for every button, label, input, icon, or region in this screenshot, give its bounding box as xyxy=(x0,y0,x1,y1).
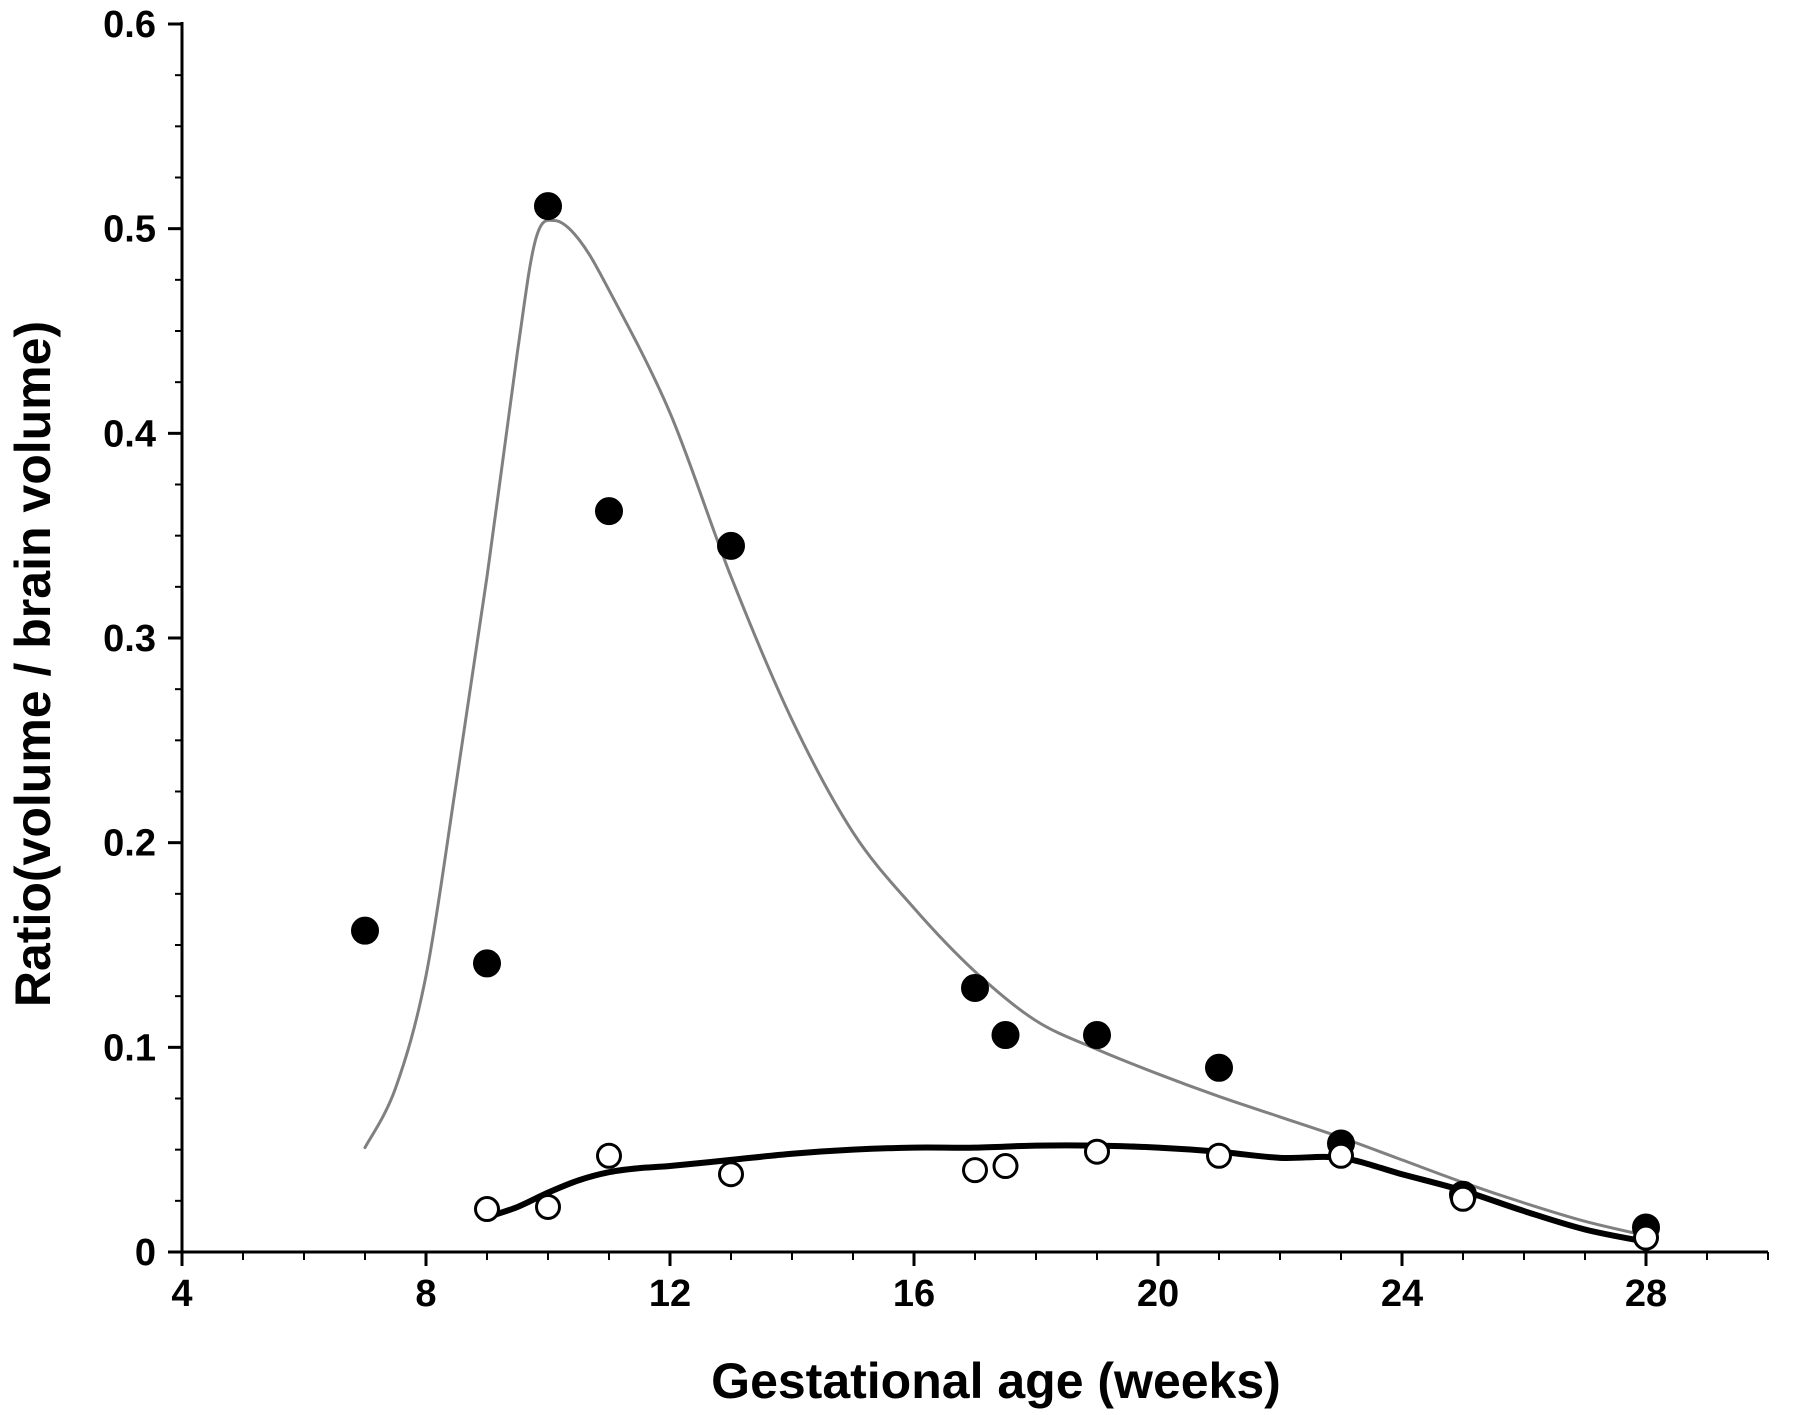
data-points xyxy=(351,192,1660,1251)
filled-marker xyxy=(991,1021,1020,1050)
filled-marker xyxy=(1205,1053,1233,1082)
y-tick-label: 0.2 xyxy=(103,823,156,865)
open-marker xyxy=(718,1161,744,1188)
y-tick-label: 0.6 xyxy=(103,4,156,46)
filled-marker xyxy=(473,949,501,978)
open-marker xyxy=(962,1157,988,1184)
open-marker xyxy=(1084,1138,1110,1165)
fit-line-1 xyxy=(363,218,1648,1238)
axes xyxy=(180,22,1768,1254)
y-tick-label: 0.1 xyxy=(103,1027,156,1069)
y-tick-label: 0.3 xyxy=(103,618,156,660)
filled-marker xyxy=(351,916,379,945)
filled-marker xyxy=(1083,1021,1111,1050)
x-tick-label: 20 xyxy=(1137,1273,1179,1315)
y-axis-title: Ratio(volume / brain volume) xyxy=(5,321,61,1007)
y-tick-label: 0 xyxy=(135,1232,156,1274)
x-tick-label: 8 xyxy=(415,1273,436,1315)
open-marker xyxy=(474,1196,500,1223)
x-tick-label: 28 xyxy=(1625,1273,1667,1315)
filled-marker xyxy=(595,497,623,526)
fit-line-2 xyxy=(484,1142,1649,1245)
open-marker xyxy=(1450,1185,1476,1212)
filled-marker xyxy=(961,973,989,1002)
ticks: 0 0.1 0.2 0.3 0.4 0.5 0.6 4 8 12 16 20 24 28 xyxy=(103,4,1769,1315)
x-tick-label: 4 xyxy=(171,1273,192,1315)
y-tick-label: 0.5 xyxy=(103,209,156,251)
x-tick-label: 24 xyxy=(1381,1273,1423,1315)
open-marker xyxy=(1328,1142,1354,1169)
open-marker xyxy=(596,1142,622,1169)
x-tick-label: 12 xyxy=(649,1273,691,1315)
open-marker xyxy=(1633,1224,1659,1251)
fit-lines xyxy=(363,218,1649,1245)
x-tick-label: 16 xyxy=(893,1273,935,1315)
filled-marker xyxy=(534,192,562,221)
open-marker xyxy=(1206,1142,1232,1169)
filled-marker xyxy=(717,531,745,560)
open-marker xyxy=(992,1153,1019,1180)
y-tick-label: 0.4 xyxy=(103,413,156,455)
open-marker xyxy=(535,1193,561,1220)
x-axis-title: Gestational age (weeks) xyxy=(711,1353,1281,1409)
